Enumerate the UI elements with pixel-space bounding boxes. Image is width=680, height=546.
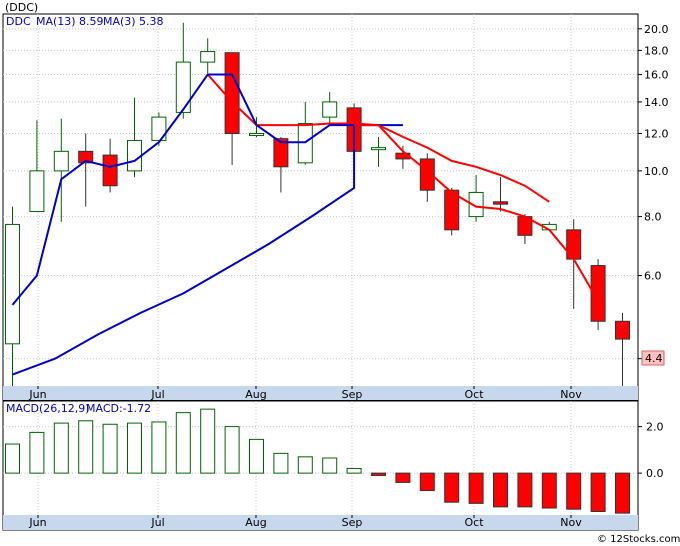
macd-bar-positive [249, 438, 264, 474]
price-panel-frame [2, 13, 639, 401]
price-tick-label: 20.0 [644, 23, 669, 36]
price-tick-label: 12.0 [644, 128, 669, 141]
ma3-line-red [354, 124, 599, 302]
ma13-early-line [12, 124, 403, 376]
macd-bar-positive [127, 422, 142, 474]
legend-ma13-value: 8.59 [79, 15, 104, 28]
macd-month-label: Nov [560, 516, 582, 529]
price-month-label: Aug [245, 388, 266, 401]
legend-ma3-value: 5.38 [139, 15, 164, 28]
candle-down [102, 154, 118, 187]
macd-bars [5, 408, 630, 514]
macd-panel: 0.0 2.0 Jun Jul Aug Sep Oct Nov [2, 400, 664, 531]
candlesticks [5, 22, 630, 386]
macd-date-band [3, 515, 638, 530]
candle-down [493, 201, 508, 205]
macd-bar-negative [419, 472, 435, 492]
candle-up [29, 170, 45, 213]
price-tick-label: 10.0 [644, 165, 669, 178]
price-panel: 4.06.08.010.012.014.016.018.020.0 JunJul… [2, 13, 669, 401]
legend-ma3-label: MA(3) [103, 15, 136, 28]
candle-down [224, 52, 240, 135]
price-date-band [3, 386, 638, 400]
macd-bar-positive [224, 426, 240, 474]
last-price-value: 4.4 [645, 352, 663, 365]
macd-bar-negative [566, 472, 582, 510]
macd-month-label: Sep [342, 516, 363, 529]
candle-up [371, 147, 386, 151]
last-price-tag: 4.4 [641, 350, 665, 366]
macd-bar-positive [5, 443, 20, 474]
macd-bar-negative [517, 472, 533, 508]
macd-title: MACD(26,12,9) [6, 402, 90, 415]
price-month-label: Jul [150, 388, 164, 401]
macd-bar-negative [541, 472, 557, 509]
macd-bar-positive [175, 412, 191, 474]
macd-tick-label: 2.0 [646, 421, 664, 434]
macd-bar-negative [444, 472, 460, 503]
macd-bar-positive [53, 422, 69, 474]
candle-up [127, 139, 142, 172]
price-month-label: Oct [464, 388, 484, 401]
macd-bar-negative [590, 472, 606, 513]
macd-bar-negative [468, 472, 484, 504]
candle-down [444, 189, 460, 231]
candle-up [151, 116, 167, 141]
candle-down [78, 150, 94, 164]
macd-bar-negative [615, 472, 630, 514]
macd-bar-negative [371, 472, 386, 476]
price-tick-label: 18.0 [644, 44, 669, 57]
candle-up [249, 133, 264, 137]
macd-bar-negative [493, 472, 508, 508]
price-tick-label: 6.0 [644, 270, 662, 283]
macd-bar-positive [346, 467, 362, 474]
macd-month-label: Aug [245, 516, 266, 529]
candle-up [53, 150, 69, 172]
macd-bar-positive [200, 408, 216, 474]
macd-bar-positive [102, 423, 118, 474]
watermark: © 12Stocks.com [597, 534, 680, 545]
macd-month-label: Oct [464, 516, 484, 529]
macd-bar-positive [273, 452, 289, 474]
candle-down [273, 138, 289, 168]
price-tick-label: 16.0 [644, 69, 669, 82]
legend-ma13-label: MA(13) [36, 15, 76, 28]
macd-bar-positive [322, 457, 338, 474]
price-month-label: Sep [342, 388, 363, 401]
macd-bar-positive [29, 431, 45, 474]
price-month-label: Nov [560, 388, 582, 401]
chart-title: (DDC) [5, 1, 38, 14]
price-month-label: Jun [28, 388, 46, 401]
legend-ticker: DDC [6, 15, 31, 28]
macd-month-ticks: Jun Jul Aug Sep Oct Nov [28, 515, 582, 529]
candle-down [615, 320, 630, 340]
price-month-ticks: Jun Jul Aug Sep Oct Nov [28, 386, 582, 401]
macd-month-label: Jun [28, 516, 46, 529]
candle-up [322, 101, 338, 118]
ma3-line-blue [11, 73, 355, 306]
candle-down [419, 158, 435, 191]
macd-tick-label: 0.0 [646, 467, 664, 480]
candle-down [590, 265, 606, 322]
macd-bar-positive [151, 421, 167, 474]
macd-bar-negative [395, 472, 411, 483]
macd-value: MACD:-1.72 [86, 402, 151, 415]
candle-up [5, 223, 20, 345]
candle-up [200, 51, 216, 63]
macd-bar-positive [78, 420, 94, 474]
candle-up [468, 191, 484, 218]
candle-up [175, 61, 191, 113]
moving-averages [11, 73, 599, 376]
price-tick-label: 8.0 [644, 211, 662, 224]
macd-axis-ticks: 0.0 2.0 [638, 421, 664, 480]
macd-panel-frame [2, 400, 639, 531]
macd-month-label: Jul [150, 516, 164, 529]
macd-bar-positive [297, 456, 313, 474]
price-tick-label: 14.0 [644, 96, 669, 109]
